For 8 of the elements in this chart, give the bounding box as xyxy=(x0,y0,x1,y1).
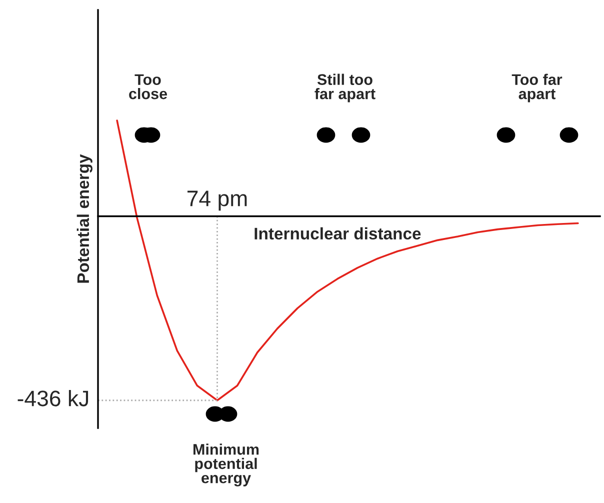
annotation: 74 pm xyxy=(188,190,247,211)
x-axis-title: Internuclear distance xyxy=(254,227,421,240)
y-axis-title: Potential energy xyxy=(76,154,92,283)
text: Minimum potential energy xyxy=(194,444,259,486)
ref-line-label: -436 kJ xyxy=(18,390,88,406)
text: Too far apart xyxy=(512,74,562,102)
text: Too close xyxy=(129,74,168,100)
text: Still too far apart xyxy=(314,74,376,102)
